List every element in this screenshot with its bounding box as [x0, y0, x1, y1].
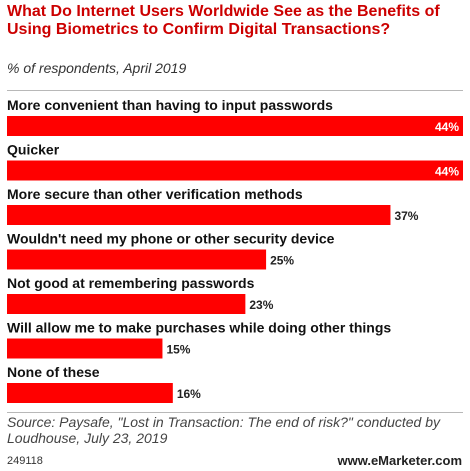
- category-label: Not good at remembering passwords: [7, 275, 255, 291]
- category-label: None of these: [7, 364, 100, 380]
- bar: [7, 383, 173, 403]
- value-label: 15%: [166, 343, 190, 357]
- category-label: Wouldn't need my phone or other security…: [7, 231, 335, 247]
- value-label: 25%: [270, 254, 294, 268]
- bottom-divider: [7, 412, 463, 413]
- bar: [7, 116, 463, 136]
- bar: [7, 294, 246, 314]
- value-label: 44%: [435, 120, 459, 134]
- chart-title: What Do Internet Users Worldwide See as …: [7, 3, 440, 38]
- bar: [7, 249, 267, 270]
- category-label: More convenient than having to input pas…: [7, 97, 333, 113]
- bar: [7, 160, 463, 181]
- bar: [7, 205, 391, 225]
- top-divider: [7, 90, 463, 91]
- source-note: Source: Paysafe, "Lost in Transaction: T…: [7, 414, 441, 446]
- chart-id: 249118: [7, 455, 43, 467]
- category-label: Will allow me to make purchases while do…: [7, 320, 391, 336]
- chart-subtitle: % of respondents, April 2019: [7, 60, 187, 76]
- value-label: 16%: [177, 387, 201, 401]
- category-label: More secure than other verification meth…: [7, 186, 303, 202]
- category-label: Quicker: [7, 142, 60, 158]
- value-label: 23%: [249, 298, 273, 312]
- brand-link[interactable]: www.eMarketer.com: [337, 453, 462, 468]
- bars-layer: More convenient than having to input pas…: [7, 97, 463, 403]
- value-label: 37%: [394, 209, 418, 223]
- value-label: 44%: [435, 165, 459, 179]
- bar: [7, 338, 163, 359]
